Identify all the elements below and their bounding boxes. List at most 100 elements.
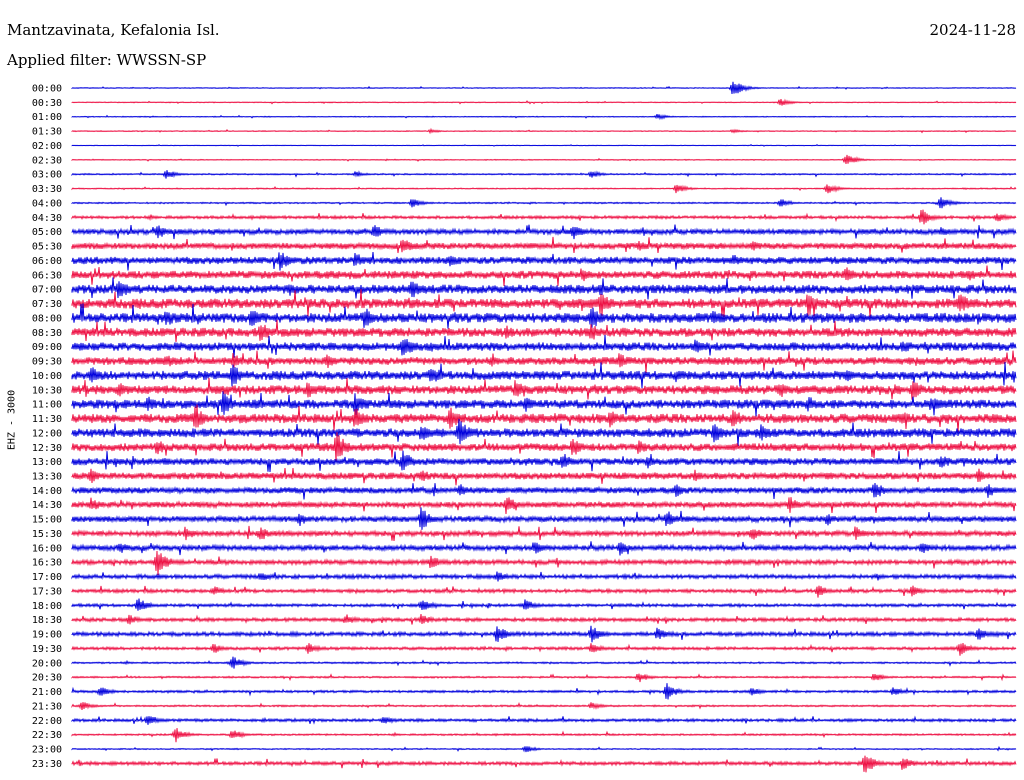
seismic-trace-row <box>71 391 1017 417</box>
row-time-label: 17:00 <box>32 572 62 583</box>
row-time-label: 14:30 <box>32 500 62 511</box>
row-time-label: 21:30 <box>32 701 62 712</box>
row-time-label: 19:00 <box>32 630 62 641</box>
seismic-trace-row <box>71 673 1017 683</box>
row-time-label: 08:00 <box>32 313 62 324</box>
row-time-label: 06:00 <box>32 256 62 267</box>
row-time-label: 02:30 <box>32 155 62 166</box>
seismic-trace-row <box>71 715 1017 725</box>
seismic-trace-row <box>71 184 1017 194</box>
row-time-label: 09:00 <box>32 342 62 353</box>
row-time-label: 05:30 <box>32 242 62 253</box>
row-time-label: 22:30 <box>32 730 62 741</box>
row-time-label: 06:30 <box>32 270 62 281</box>
seismic-trace-row <box>71 541 1017 556</box>
row-time-label: 01:00 <box>32 112 62 123</box>
row-time-label: 23:30 <box>32 759 62 770</box>
row-time-label: 13:00 <box>32 457 62 468</box>
seismic-trace-row <box>71 745 1017 753</box>
seismic-trace-row <box>71 361 1017 389</box>
row-time-label: 10:00 <box>32 371 62 382</box>
seismic-trace-row <box>71 585 1017 598</box>
seismic-trace-row <box>71 450 1017 472</box>
row-time-label: 21:00 <box>32 687 62 698</box>
seismic-trace-row <box>71 482 1017 500</box>
row-time-label: 05:00 <box>32 227 62 238</box>
row-time-label: 00:30 <box>32 98 62 109</box>
row-time-label: 12:00 <box>32 428 62 439</box>
seismic-trace-row <box>71 236 1017 254</box>
row-time-label: 13:30 <box>32 471 62 482</box>
row-time-label: 03:30 <box>32 184 62 195</box>
row-time-label: 02:00 <box>32 141 62 152</box>
station-title: Mantzavinata, Kefalonia Isl. <box>7 21 220 39</box>
seismic-trace-row <box>71 683 1017 700</box>
row-time-label: 16:00 <box>32 543 62 554</box>
seismic-trace-row <box>71 656 1017 669</box>
seismic-trace-row <box>71 507 1017 530</box>
row-time-label: 10:30 <box>32 385 62 396</box>
seismic-trace-row <box>71 432 1017 463</box>
row-time-label: 15:00 <box>32 515 62 526</box>
seismic-trace-row <box>71 224 1017 240</box>
row-time-label: 23:00 <box>32 745 62 756</box>
row-time-label: 08:30 <box>32 328 62 339</box>
row-time-label: 18:00 <box>32 601 62 612</box>
row-time-label: 14:00 <box>32 486 62 497</box>
seismic-trace-row <box>71 81 1017 95</box>
row-time-label: 20:00 <box>32 658 62 669</box>
row-time-label: 04:00 <box>32 198 62 209</box>
seismic-trace-row <box>71 154 1017 164</box>
seismic-trace-row <box>71 303 1017 329</box>
row-time-label: 19:30 <box>32 644 62 655</box>
seismic-trace-row <box>71 643 1017 656</box>
seismic-trace-row <box>71 98 1017 106</box>
seismic-trace-row <box>71 170 1017 179</box>
row-time-label: 11:00 <box>32 400 62 411</box>
seismic-trace-row <box>71 251 1017 271</box>
seismic-trace-row <box>71 377 1017 400</box>
row-time-label: 12:30 <box>32 443 62 454</box>
row-time-label: 11:30 <box>32 414 62 425</box>
seismic-trace-row <box>71 598 1017 611</box>
seismic-trace-row <box>71 614 1017 625</box>
row-time-label: 07:30 <box>32 299 62 310</box>
seismic-trace-row <box>71 625 1017 643</box>
seismic-trace-row <box>71 467 1017 486</box>
row-time-label: 09:30 <box>32 357 62 368</box>
seismic-trace-row <box>71 113 1017 121</box>
seismic-trace-row <box>71 127 1017 135</box>
seismic-trace-row <box>71 265 1017 287</box>
row-time-label: 00:00 <box>32 84 62 95</box>
seismic-trace-row <box>71 755 1017 773</box>
seismic-trace-row <box>71 289 1017 318</box>
seismic-trace-row <box>71 404 1017 433</box>
seismic-trace-row <box>71 209 1017 225</box>
row-time-label: 20:30 <box>32 673 62 684</box>
seismic-trace-row <box>71 350 1017 373</box>
seismic-trace-row <box>71 571 1017 582</box>
filter-label: Applied filter: WWSSN-SP <box>7 51 207 69</box>
seismic-trace-row <box>71 418 1017 447</box>
row-time-label: 16:30 <box>32 558 62 569</box>
row-time-label: 22:00 <box>32 716 62 727</box>
seismic-trace-row <box>71 728 1017 743</box>
row-time-label: 01:30 <box>32 127 62 138</box>
seismic-trace-row <box>71 525 1017 541</box>
seismic-trace-row <box>71 334 1017 358</box>
seismic-trace-row <box>71 702 1017 710</box>
row-time-label: 03:00 <box>32 170 62 181</box>
row-time-label: 07:00 <box>32 285 62 296</box>
seismic-trace-row <box>71 319 1017 343</box>
seismic-trace-row <box>71 550 1017 576</box>
row-time-label: 18:30 <box>32 615 62 626</box>
seismic-trace-row <box>71 144 1017 147</box>
record-date: 2024-11-28 <box>929 21 1016 39</box>
row-time-label: 15:30 <box>32 529 62 540</box>
row-time-label: 04:30 <box>32 213 62 224</box>
seismic-trace-row <box>71 277 1017 300</box>
row-time-label: 17:30 <box>32 586 62 597</box>
seismic-trace-row <box>71 197 1017 209</box>
seismic-trace-row <box>71 497 1017 515</box>
